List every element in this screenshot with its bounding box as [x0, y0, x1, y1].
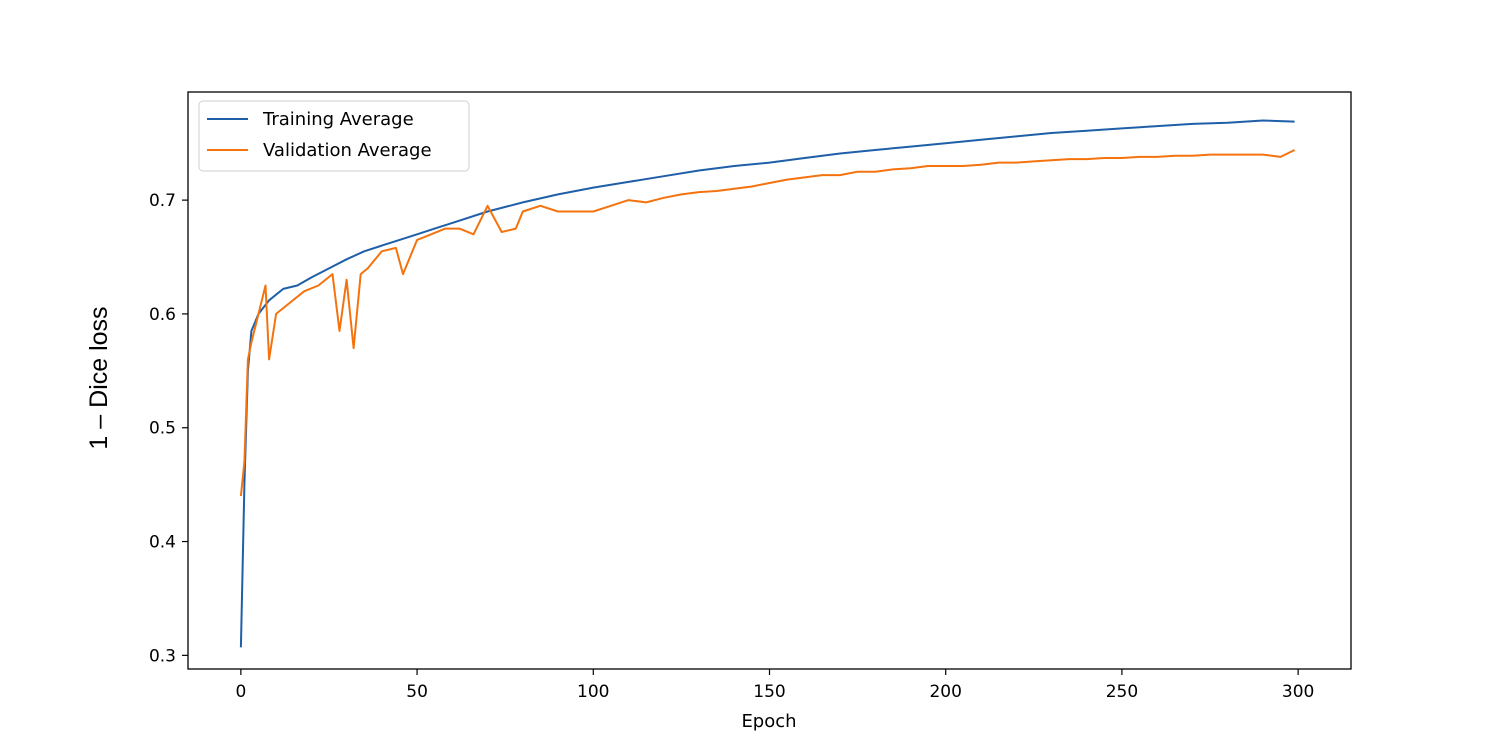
x-axis: 0 50 100 150 200 250 300: [235, 669, 1314, 702]
series-line-validation: [239, 149, 1296, 497]
x-tick-label: 0: [235, 682, 246, 702]
x-axis-label: Epoch: [741, 711, 796, 732]
x-tick-label: 250: [1106, 682, 1138, 702]
y-tick-label: 0.7: [149, 191, 176, 211]
plot-frame: [187, 91, 1352, 670]
legend-label-validation: Validation Average: [263, 140, 432, 161]
legend: Training Average Validation Average: [198, 100, 470, 172]
x-tick-label: 100: [577, 682, 609, 702]
plot-series-group: [239, 119, 1296, 648]
x-tick-label: 200: [929, 682, 961, 702]
x-tick-label: 300: [1282, 682, 1314, 702]
y-axis: 0.3 0.4 0.5 0.6 0.7: [149, 191, 188, 666]
y-tick-label: 0.6: [149, 305, 176, 325]
y-tick-label: 0.5: [149, 419, 176, 439]
series-line-training: [239, 119, 1295, 648]
legend-label-training: Training Average: [262, 109, 414, 130]
x-tick-label: 150: [753, 682, 785, 702]
y-tick-label: 0.3: [149, 646, 176, 666]
x-tick-label: 50: [406, 682, 428, 702]
y-tick-label: 0.4: [149, 533, 176, 553]
y-axis-label: 1 – Dice loss: [85, 306, 113, 449]
legend-box: [198, 100, 470, 172]
